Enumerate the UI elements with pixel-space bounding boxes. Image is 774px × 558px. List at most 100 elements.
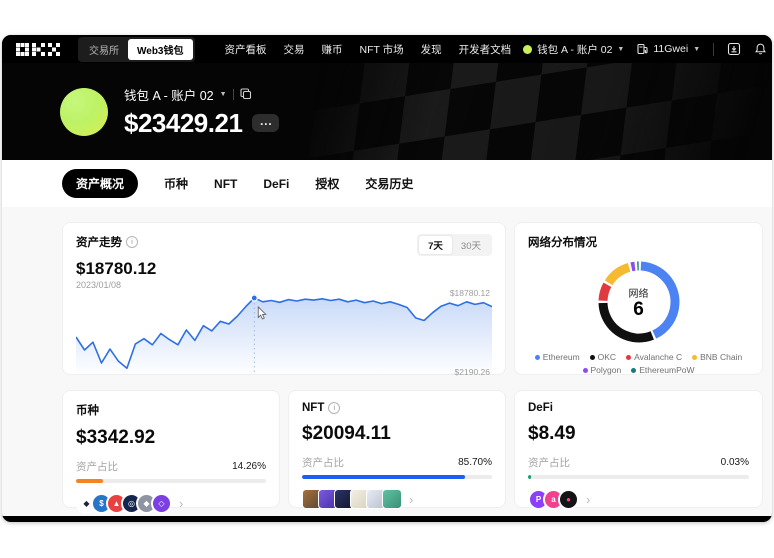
chevron-right-icon[interactable]: › (586, 492, 591, 507)
network-legend: Ethereum OKC Avalanche C BNB Chain Polyg… (528, 352, 749, 375)
gas-pump-icon (637, 43, 648, 55)
range-30d-button[interactable]: 30天 (460, 241, 481, 252)
notifications-button[interactable] (754, 42, 767, 56)
ratio-label: 资产占比 (302, 457, 344, 469)
nft-progress-track (302, 475, 492, 479)
bell-icon (755, 43, 767, 55)
legend-item: OKC (589, 352, 616, 362)
coins-title: 币种 (76, 405, 99, 417)
range-toggle: 7天 30天 (417, 234, 492, 256)
nav-item-nft-market[interactable]: NFT 市场 (359, 43, 404, 56)
legend-dot-icon (582, 367, 588, 373)
tab-nft[interactable]: NFT (214, 176, 238, 191)
download-icon (728, 42, 741, 56)
network-donut-chart: 网络 6 (591, 254, 687, 350)
chevron-down-icon: ▼ (693, 45, 701, 53)
wallet-name[interactable]: 钱包 A - 账户 02 (124, 88, 214, 103)
info-icon[interactable]: i (126, 236, 138, 248)
okx-logo[interactable] (16, 42, 60, 56)
account-selector[interactable]: 钱包 A - 账户 02 ▼ (523, 42, 624, 57)
download-app-button[interactable] (727, 42, 741, 56)
tab-history[interactable]: 交易历史 (365, 177, 414, 191)
info-icon[interactable]: i (328, 402, 341, 414)
total-balance: $23429.21 (124, 107, 243, 138)
tab-defi[interactable]: DeFi (263, 176, 290, 191)
donut-segment-avalanche-c (598, 261, 679, 343)
legend-item: EthereumPoW (631, 365, 695, 375)
wallet-hero: 钱包 A - 账户 02 ▼ $23429.21 … (2, 63, 772, 160)
nft-title: NFT (302, 402, 325, 414)
legend-item: BNB Chain (692, 352, 742, 362)
tab-coins[interactable]: 币种 (164, 177, 189, 191)
network-title: 网络分布情况 (528, 237, 597, 249)
trend-chart-svg[interactable] (76, 292, 492, 376)
checker-background (290, 63, 772, 160)
tab-asset-overview[interactable]: 资产概况 (62, 169, 139, 198)
trend-value: $18780.12 (76, 259, 157, 278)
donut-center-value: 6 (633, 299, 644, 320)
donut-center: 网络 6 (591, 254, 687, 350)
toggle-exchange[interactable]: 交易所 (89, 45, 119, 57)
nft-icon-row: › (302, 489, 492, 509)
nav-right-cluster: 钱包 A - 账户 02 ▼ 11Gwei ▼ (523, 42, 772, 57)
coins-summary-card: 币种 $3342.92 资产占比 14.26% ◆ $ ▲ ◎ ◆ ◇ › (62, 390, 280, 514)
defi-progress-track (528, 475, 749, 479)
legend-item: Polygon (582, 365, 621, 375)
trend-title: 资产走势 (76, 237, 122, 249)
trend-chart[interactable]: $18780.12 $2190.26 (76, 288, 492, 377)
donut-center-label: 网络 (628, 289, 649, 300)
toggle-web3-wallet[interactable]: Web3钱包 (128, 38, 193, 60)
legend-item: Avalanche C (626, 352, 682, 362)
ratio-value: 14.26% (232, 461, 266, 472)
nav-divider (713, 42, 715, 56)
nav-item-asset-dashboard[interactable]: 资产看板 (224, 43, 267, 56)
gas-price-label: 11Gwei (653, 43, 689, 55)
legend-item: Ethereum (534, 352, 580, 362)
donut-segment-bnb-chain (598, 261, 679, 343)
token-icons: ◆ $ ▲ ◎ ◆ ◇ (76, 493, 172, 514)
hero-divider (232, 88, 234, 100)
section-tabbar: 资产概况 币种 NFT DeFi 授权 交易历史 (2, 160, 772, 207)
gas-price-selector[interactable]: 11Gwei ▼ (637, 43, 700, 55)
legend-dot-icon (534, 354, 540, 360)
coins-progress-fill (76, 479, 104, 483)
chevron-down-icon: ▼ (617, 45, 625, 53)
ratio-value: 0.03% (720, 457, 749, 468)
nav-item-discover[interactable]: 发现 (420, 43, 442, 56)
trend-date: 2023/01/08 (76, 280, 122, 290)
legend-dot-icon (589, 354, 595, 360)
top-navbar: 交易所 Web3钱包 资产看板 交易 赚币 NFT 市场 发现 开发者文档 钱包… (2, 35, 772, 63)
nft-thumbnail (382, 489, 402, 509)
nav-item-earn[interactable]: 赚币 (321, 43, 343, 56)
chevron-right-icon[interactable]: › (179, 496, 184, 511)
chart-max-label: $18780.12 (449, 288, 490, 298)
legend-dot-icon (626, 354, 632, 360)
nav-item-developer-docs[interactable]: 开发者文档 (458, 43, 512, 56)
copy-address-icon[interactable] (239, 88, 252, 100)
chevron-right-icon[interactable]: › (409, 491, 414, 507)
donut-svg (598, 261, 679, 343)
okx-logo-icon (16, 42, 60, 56)
nft-summary-card: NFT i $20094.11 资产占比 85.70% › (288, 390, 506, 509)
asset-trend-card: 资产走势 i 7天 30天 $18780.12 2023/01/08 $1878… (62, 222, 506, 377)
tab-approvals[interactable]: 授权 (315, 177, 340, 191)
wallet-info: 钱包 A - 账户 02 ▼ $23429.21 … (124, 85, 280, 139)
nft-thumbnails (302, 489, 402, 509)
ratio-label: 资产占比 (528, 457, 570, 469)
polygon-token-icon: ◇ (151, 493, 172, 514)
defi-value: $8.49 (528, 423, 576, 444)
network-distribution-card: 网络分布情况 网络 6 Ethereum OKC Avalanche C BNB… (514, 222, 763, 375)
account-label: 钱包 A - 账户 02 (537, 43, 613, 56)
cursor-pointer-icon (257, 306, 267, 320)
nav-menu: 资产看板 交易 赚币 NFT 市场 发现 开发者文档 (225, 42, 512, 57)
donut-segment-ethereum (598, 261, 679, 343)
range-7d-button[interactable]: 7天 (419, 236, 452, 254)
more-actions-button[interactable]: … (252, 114, 280, 132)
nav-item-trade[interactable]: 交易 (283, 43, 305, 56)
coins-progress-track (76, 479, 266, 483)
chevron-down-icon[interactable]: ▼ (219, 90, 227, 98)
coins-value: $3342.92 (76, 427, 156, 448)
